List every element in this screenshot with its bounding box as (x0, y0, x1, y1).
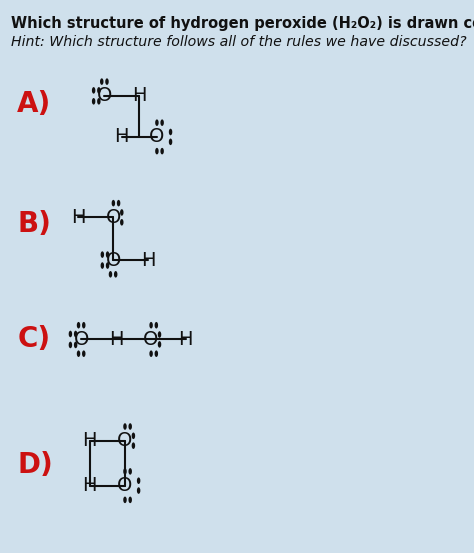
Circle shape (137, 477, 140, 484)
Circle shape (123, 423, 127, 430)
Circle shape (74, 331, 77, 337)
Text: H: H (132, 86, 146, 105)
Circle shape (160, 119, 164, 126)
Circle shape (160, 148, 164, 154)
Circle shape (100, 251, 104, 258)
Circle shape (120, 209, 124, 216)
Circle shape (106, 262, 109, 269)
Text: H: H (109, 330, 123, 349)
Circle shape (77, 322, 80, 328)
Text: H: H (178, 330, 193, 349)
Circle shape (82, 322, 85, 328)
Circle shape (155, 148, 159, 154)
Circle shape (169, 139, 172, 145)
Circle shape (82, 351, 85, 357)
Circle shape (158, 331, 161, 338)
Circle shape (109, 271, 112, 278)
Circle shape (132, 442, 135, 449)
Circle shape (92, 87, 95, 93)
Circle shape (120, 219, 124, 226)
Text: H: H (141, 251, 155, 269)
Circle shape (137, 487, 140, 494)
Text: H: H (82, 431, 97, 450)
Circle shape (155, 351, 158, 357)
Text: O: O (105, 251, 121, 269)
Circle shape (158, 341, 161, 348)
Circle shape (69, 331, 72, 337)
Text: C): C) (17, 326, 50, 353)
Text: A): A) (17, 90, 52, 118)
Circle shape (149, 322, 153, 328)
Text: O: O (117, 431, 132, 450)
Circle shape (155, 322, 158, 328)
Circle shape (69, 342, 72, 348)
Text: H: H (82, 476, 97, 495)
Circle shape (123, 468, 127, 474)
Circle shape (77, 351, 80, 357)
Circle shape (112, 200, 115, 206)
Circle shape (74, 342, 77, 348)
Text: O: O (97, 86, 112, 105)
Text: D): D) (17, 451, 53, 479)
Text: Hint: Which structure follows all of the rules we have discussed?: Hint: Which structure follows all of the… (11, 34, 467, 49)
Text: H: H (115, 127, 129, 147)
Circle shape (97, 87, 100, 93)
Circle shape (100, 79, 103, 85)
Circle shape (117, 200, 120, 206)
Text: O: O (149, 127, 164, 147)
Text: O: O (73, 330, 89, 349)
Text: O: O (105, 208, 121, 227)
Circle shape (128, 423, 132, 430)
Circle shape (97, 98, 100, 105)
Circle shape (128, 468, 132, 474)
Circle shape (100, 262, 104, 269)
Circle shape (114, 271, 118, 278)
Circle shape (149, 351, 153, 357)
Text: Which structure of hydrogen peroxide (H₂O₂) is drawn correctly?: Which structure of hydrogen peroxide (H₂… (11, 17, 474, 32)
Circle shape (169, 129, 172, 135)
Text: O: O (117, 476, 132, 495)
Circle shape (105, 79, 109, 85)
Text: O: O (143, 330, 158, 349)
Circle shape (106, 251, 109, 258)
Circle shape (92, 98, 95, 105)
Circle shape (132, 432, 135, 439)
Circle shape (155, 119, 159, 126)
Text: B): B) (17, 211, 51, 238)
Text: H: H (71, 208, 85, 227)
Circle shape (128, 497, 132, 503)
Circle shape (123, 497, 127, 503)
